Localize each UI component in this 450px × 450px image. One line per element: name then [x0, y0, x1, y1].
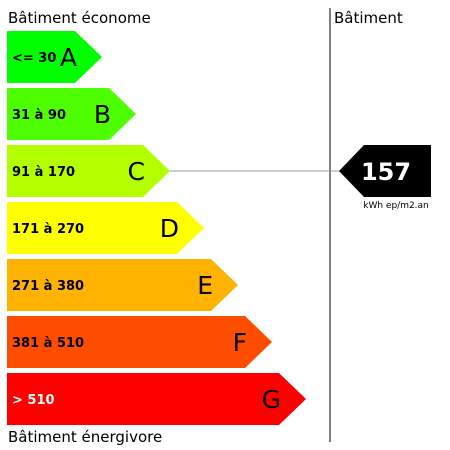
class-range-label: <= 30: [12, 51, 56, 66]
class-bar-shape: [7, 259, 238, 311]
class-bar-shape: [7, 373, 306, 425]
class-letter: F: [233, 328, 247, 357]
class-bar-shape: [7, 88, 136, 140]
class-range-label: 381 à 510: [12, 336, 84, 351]
class-letter: C: [128, 157, 145, 186]
value-indicator-unit: kWh ep/m2.an: [363, 201, 429, 211]
class-bar-e: 271 à 380 E: [7, 259, 238, 311]
class-letter: A: [60, 43, 77, 72]
class-letter: E: [197, 271, 213, 300]
header-energy-intensive: Bâtiment énergivore: [8, 428, 162, 446]
value-indicator-value: 157: [361, 158, 411, 186]
class-range-label: > 510: [12, 393, 55, 408]
class-bar-shape: [7, 145, 170, 197]
class-letter: G: [262, 385, 281, 414]
class-letter: D: [160, 214, 179, 243]
header-building: Bâtiment: [334, 9, 403, 27]
header-economical: Bâtiment économe: [8, 9, 151, 27]
value-indicator-arrow: [339, 145, 431, 197]
class-range-label: 31 à 90: [12, 108, 66, 123]
class-bars: <= 30 A 31 à 90 B 91 à 170 C 171 à 270 D 271 à 3…: [7, 31, 306, 425]
class-bar-shape: [7, 202, 204, 254]
class-bar-b: 31 à 90 B: [7, 88, 136, 140]
class-bar-d: 171 à 270 D: [7, 202, 204, 254]
class-bar-c: 91 à 170 C: [7, 145, 170, 197]
value-indicator: 157 kWh ep/m2.an: [339, 145, 431, 211]
class-bar-shape: [7, 316, 272, 368]
class-bar-shape: [7, 31, 102, 83]
class-letter: B: [94, 100, 111, 129]
class-bar-g: > 510 G: [7, 373, 306, 425]
class-bar-a: <= 30 A: [7, 31, 102, 83]
class-range-label: 171 à 270: [12, 222, 84, 237]
class-range-label: 271 à 380: [12, 279, 84, 294]
class-range-label: 91 à 170: [12, 165, 75, 180]
class-bar-f: 381 à 510 F: [7, 316, 272, 368]
